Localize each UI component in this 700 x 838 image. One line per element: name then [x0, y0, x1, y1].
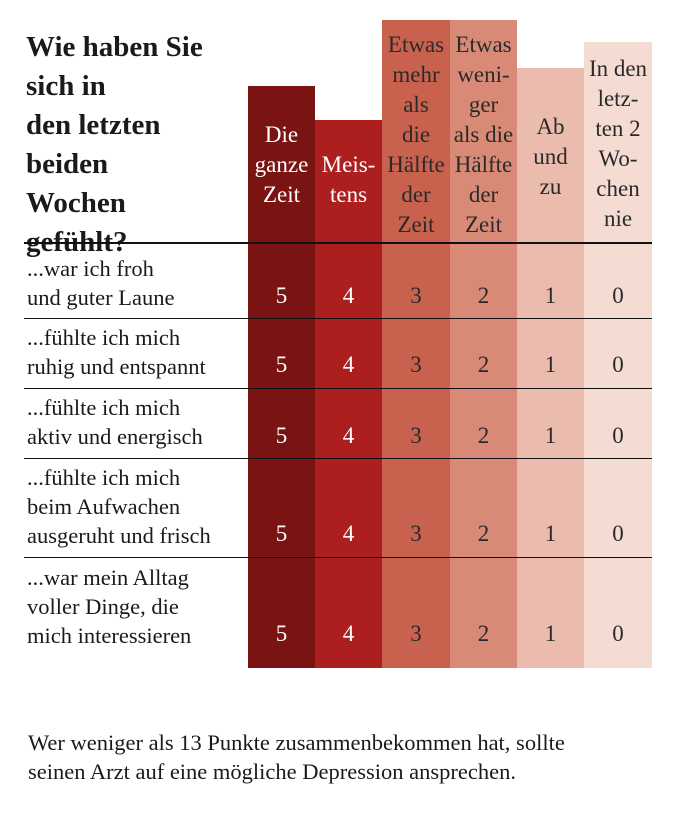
score-cell: 3 [410, 621, 422, 646]
header-divider [24, 242, 652, 244]
footnote: Wer weniger als 13 Punkte zusammenbekomm… [28, 730, 565, 784]
score-cell: 5 [275, 621, 288, 646]
score-cell: 2 [477, 423, 490, 448]
score-cell: 5 [275, 352, 288, 377]
score-cell: 5 [275, 423, 288, 448]
score-cell: 2 [477, 283, 490, 308]
score-cell: 2 [477, 521, 490, 546]
score-cell: 5 [275, 283, 288, 308]
score-cell: 4 [342, 283, 355, 308]
column-die-ganze-zeit: Die ganze Zeit [248, 86, 315, 668]
score-cell: 4 [342, 521, 355, 546]
score-cell: 1 [544, 521, 557, 546]
score-cell: 1 [544, 283, 557, 308]
row-divider [24, 458, 652, 459]
column-header: Meis- tens [321, 152, 376, 207]
column-ab-und-zu: Ab und zu [517, 68, 584, 668]
score-cell: 1 [544, 621, 557, 646]
score-cell: 0 [612, 621, 624, 646]
score-cell: 4 [342, 352, 355, 377]
row-label-alltag: ...war mein Alltag voller Dinge, die mic… [27, 565, 192, 648]
row-divider [24, 557, 652, 558]
score-cell: 0 [612, 423, 624, 448]
score-cell: 0 [612, 283, 624, 308]
score-cell: 2 [477, 621, 490, 646]
row-divider [24, 388, 652, 389]
questionnaire-title: Wie haben Sie sich in den letzten beiden… [26, 31, 203, 258]
column-header: In den letz- ten 2 Wo- chen nie [588, 56, 648, 231]
row-label-aktiv: ...fühlte ich mich aktiv und energisch [27, 395, 203, 449]
column-header: Die ganze Zeit [254, 122, 309, 207]
column-etwas-mehr-als-die-haelfte: Etwas mehr als die Hälfte der Zeit [382, 20, 450, 668]
score-cell: 3 [410, 352, 422, 377]
row-label-ruhig: ...fühlte ich mich ruhig und entspannt [27, 325, 206, 379]
column-header: Ab und zu [533, 114, 568, 199]
column-header: Etwas mehr als die Hälfte der Zeit [387, 32, 445, 237]
score-cell: 1 [544, 352, 557, 377]
score-cell: 4 [342, 621, 355, 646]
row-label-froh: ...war ich froh und guter Laune [27, 256, 175, 310]
score-cell: 0 [612, 352, 624, 377]
column-nie: In den letz- ten 2 Wo- chen nie [584, 42, 652, 668]
score-cell: 2 [477, 352, 490, 377]
column-etwas-weniger-als-die-haelfte: Etwas weni- ger als die Hälfte der Zeit [450, 20, 517, 668]
row-label-ausgeruht: ...fühlte ich mich beim Aufwachen ausger… [27, 465, 211, 548]
column-header: Etwas weni- ger als die Hälfte der Zeit [453, 32, 514, 237]
column-meistens: Meis- tens [315, 120, 382, 668]
row-divider [24, 318, 652, 319]
score-cell: 3 [410, 283, 422, 308]
score-cell: 3 [410, 521, 422, 546]
score-cell: 3 [410, 423, 422, 448]
score-cell: 0 [612, 521, 624, 546]
score-cell: 5 [275, 521, 288, 546]
score-cell: 4 [342, 423, 355, 448]
score-cell: 1 [544, 423, 557, 448]
